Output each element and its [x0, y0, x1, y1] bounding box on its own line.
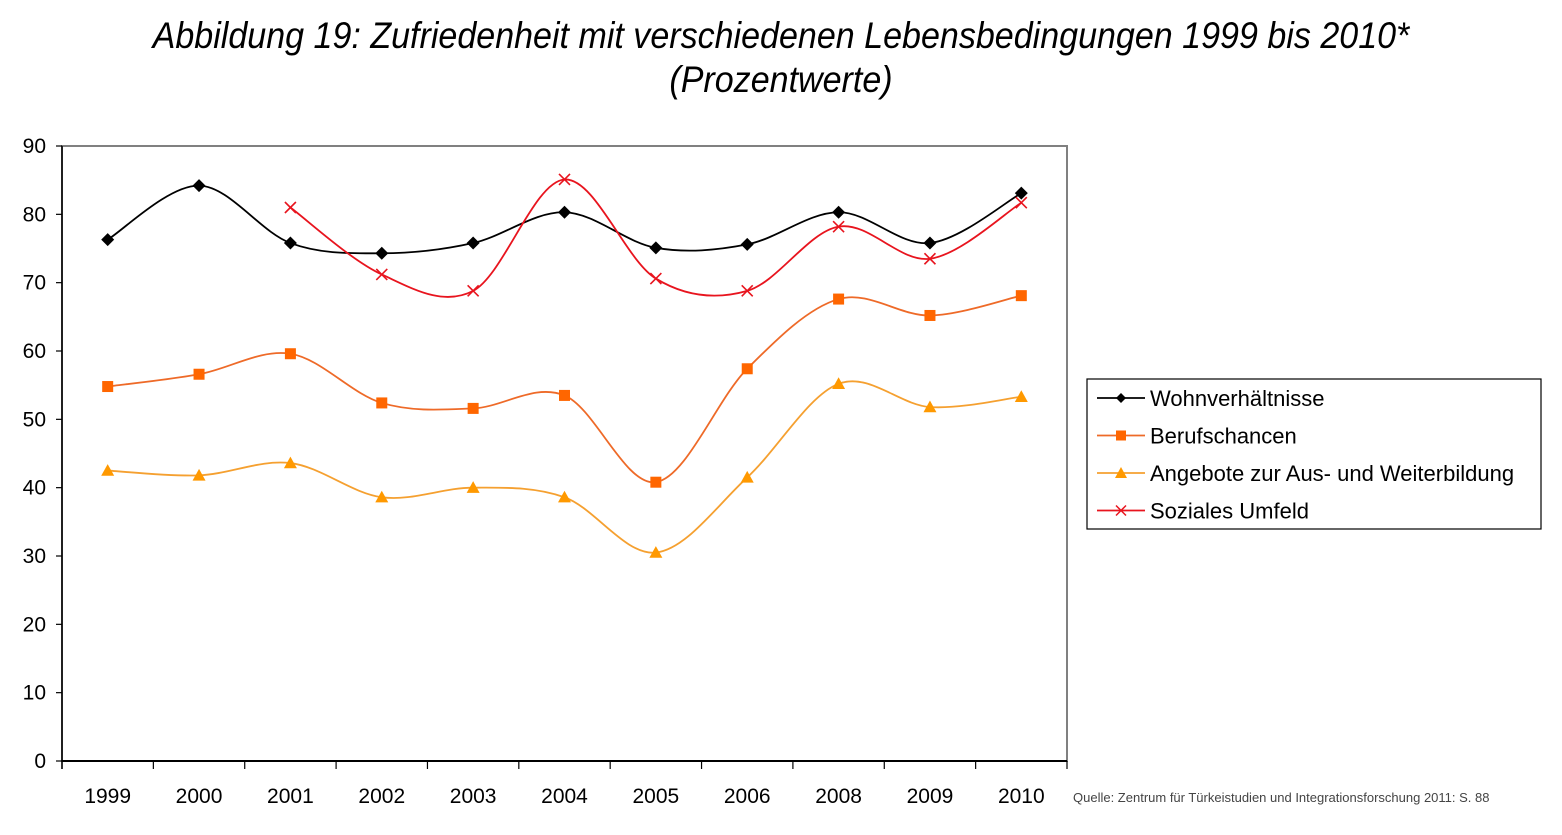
data-point — [558, 490, 571, 503]
x-axis-ticks: 1999 2000 2001 2002 2003 2004 2005 2006 2008 2009… — [61, 761, 1068, 808]
y-tick-label: 50 — [23, 408, 46, 431]
data-point — [192, 179, 206, 193]
legend-item: Soziales Umfeld — [1097, 499, 1309, 524]
axes — [61, 145, 1068, 769]
data-point — [741, 284, 754, 297]
marker-stroke — [284, 201, 297, 214]
legend-marker-x — [1115, 504, 1127, 517]
data-point — [283, 456, 297, 469]
legend-item: Berufschancen — [1097, 424, 1297, 449]
y-tick-label: 70 — [23, 272, 46, 295]
data-point — [924, 309, 936, 321]
data-point — [101, 233, 115, 247]
x-tick-label: 2006 — [724, 785, 771, 808]
series-line-2 — [107, 380, 1022, 554]
legend-label: Berufschancen — [1150, 424, 1297, 449]
marker-stroke — [1115, 504, 1127, 517]
marker-stroke — [558, 173, 571, 186]
data-point — [649, 241, 663, 255]
data-point — [102, 381, 114, 393]
y-tick-label: 20 — [23, 613, 46, 636]
x-tick-label: 2003 — [450, 785, 497, 808]
source-note: Quelle: Zentrum für Türkeistudien und In… — [1073, 790, 1490, 805]
data-point — [467, 402, 479, 414]
data-point — [466, 236, 480, 250]
legend-marker-triangle — [1115, 467, 1127, 478]
series-markers — [101, 173, 1028, 558]
data-point — [923, 252, 937, 265]
data-point — [192, 468, 206, 481]
legend-marker-diamond — [1116, 393, 1126, 403]
data-point — [283, 236, 297, 250]
data-point — [376, 397, 388, 409]
data-point — [649, 546, 663, 558]
data-point — [832, 377, 846, 389]
x-tick-label: 2002 — [358, 785, 405, 808]
data-point — [375, 246, 389, 260]
data-point — [1015, 196, 1028, 209]
x-tick-label: 2000 — [176, 785, 223, 808]
chart-title: Abbildung 19: Zufriedenheit mit verschie… — [152, 15, 1410, 56]
y-tick-label: 90 — [23, 135, 46, 158]
data-point — [375, 490, 389, 503]
data-point — [649, 272, 662, 285]
data-point — [832, 220, 845, 233]
data-point — [559, 389, 570, 401]
legend-item: Wohnverhältnisse — [1097, 386, 1324, 411]
data-point — [101, 464, 115, 476]
y-tick-label: 30 — [23, 545, 46, 568]
legend-label: Soziales Umfeld — [1150, 499, 1309, 524]
x-tick-label: 1999 — [84, 785, 131, 808]
marker-stroke — [832, 220, 845, 233]
data-point — [1014, 390, 1028, 402]
data-point — [923, 236, 937, 250]
marker-stroke — [923, 252, 937, 265]
data-point — [467, 284, 480, 297]
legend-label: Angebote zur Aus- und Weiterbildung — [1150, 461, 1514, 486]
marker-stroke — [741, 284, 754, 297]
marker-stroke — [1015, 196, 1028, 209]
x-tick-label: 2009 — [907, 785, 954, 808]
x-tick-label: 2001 — [267, 785, 314, 808]
x-tick-label: 2005 — [633, 785, 680, 808]
data-point — [833, 293, 845, 305]
legend: Wohnverhältnisse Berufschancen Angebote zu… — [1086, 378, 1542, 530]
legend-label: Wohnverhältnisse — [1150, 386, 1324, 411]
legend-marker-square — [1116, 430, 1126, 441]
data-point — [558, 173, 571, 186]
y-tick-label: 60 — [23, 340, 46, 363]
marker-stroke — [375, 268, 388, 281]
data-point — [650, 476, 662, 488]
y-axis-ticks: 0 10 20 30 40 50 60 70 80 90 — [23, 135, 62, 773]
data-point — [740, 237, 754, 251]
chart-subtitle: (Prozentwerte) — [669, 59, 893, 100]
y-tick-label: 80 — [23, 203, 46, 226]
x-tick-label: 2004 — [541, 785, 588, 808]
series-line-3 — [289, 178, 1022, 298]
data-point — [284, 201, 297, 214]
y-tick-label: 0 — [34, 750, 46, 773]
y-tick-label: 40 — [23, 477, 46, 500]
data-point — [740, 470, 754, 483]
data-point — [1014, 186, 1028, 200]
data-point — [375, 268, 388, 281]
data-point — [923, 400, 937, 413]
y-tick-label: 10 — [23, 682, 46, 705]
series-line-1 — [107, 294, 1022, 484]
marker-stroke — [467, 284, 480, 297]
legend-item: Angebote zur Aus- und Weiterbildung — [1097, 461, 1514, 486]
data-point — [832, 205, 846, 219]
data-point — [558, 205, 571, 219]
data-point — [193, 368, 205, 380]
data-point — [466, 481, 480, 493]
x-tick-label: 2008 — [815, 785, 862, 808]
marker-stroke — [649, 272, 662, 285]
data-point — [284, 348, 296, 360]
x-tick-label: 2010 — [998, 785, 1045, 808]
plot-area — [61, 145, 1068, 762]
data-point — [1015, 290, 1027, 302]
legend-box — [1086, 378, 1542, 530]
data-point — [741, 363, 753, 375]
